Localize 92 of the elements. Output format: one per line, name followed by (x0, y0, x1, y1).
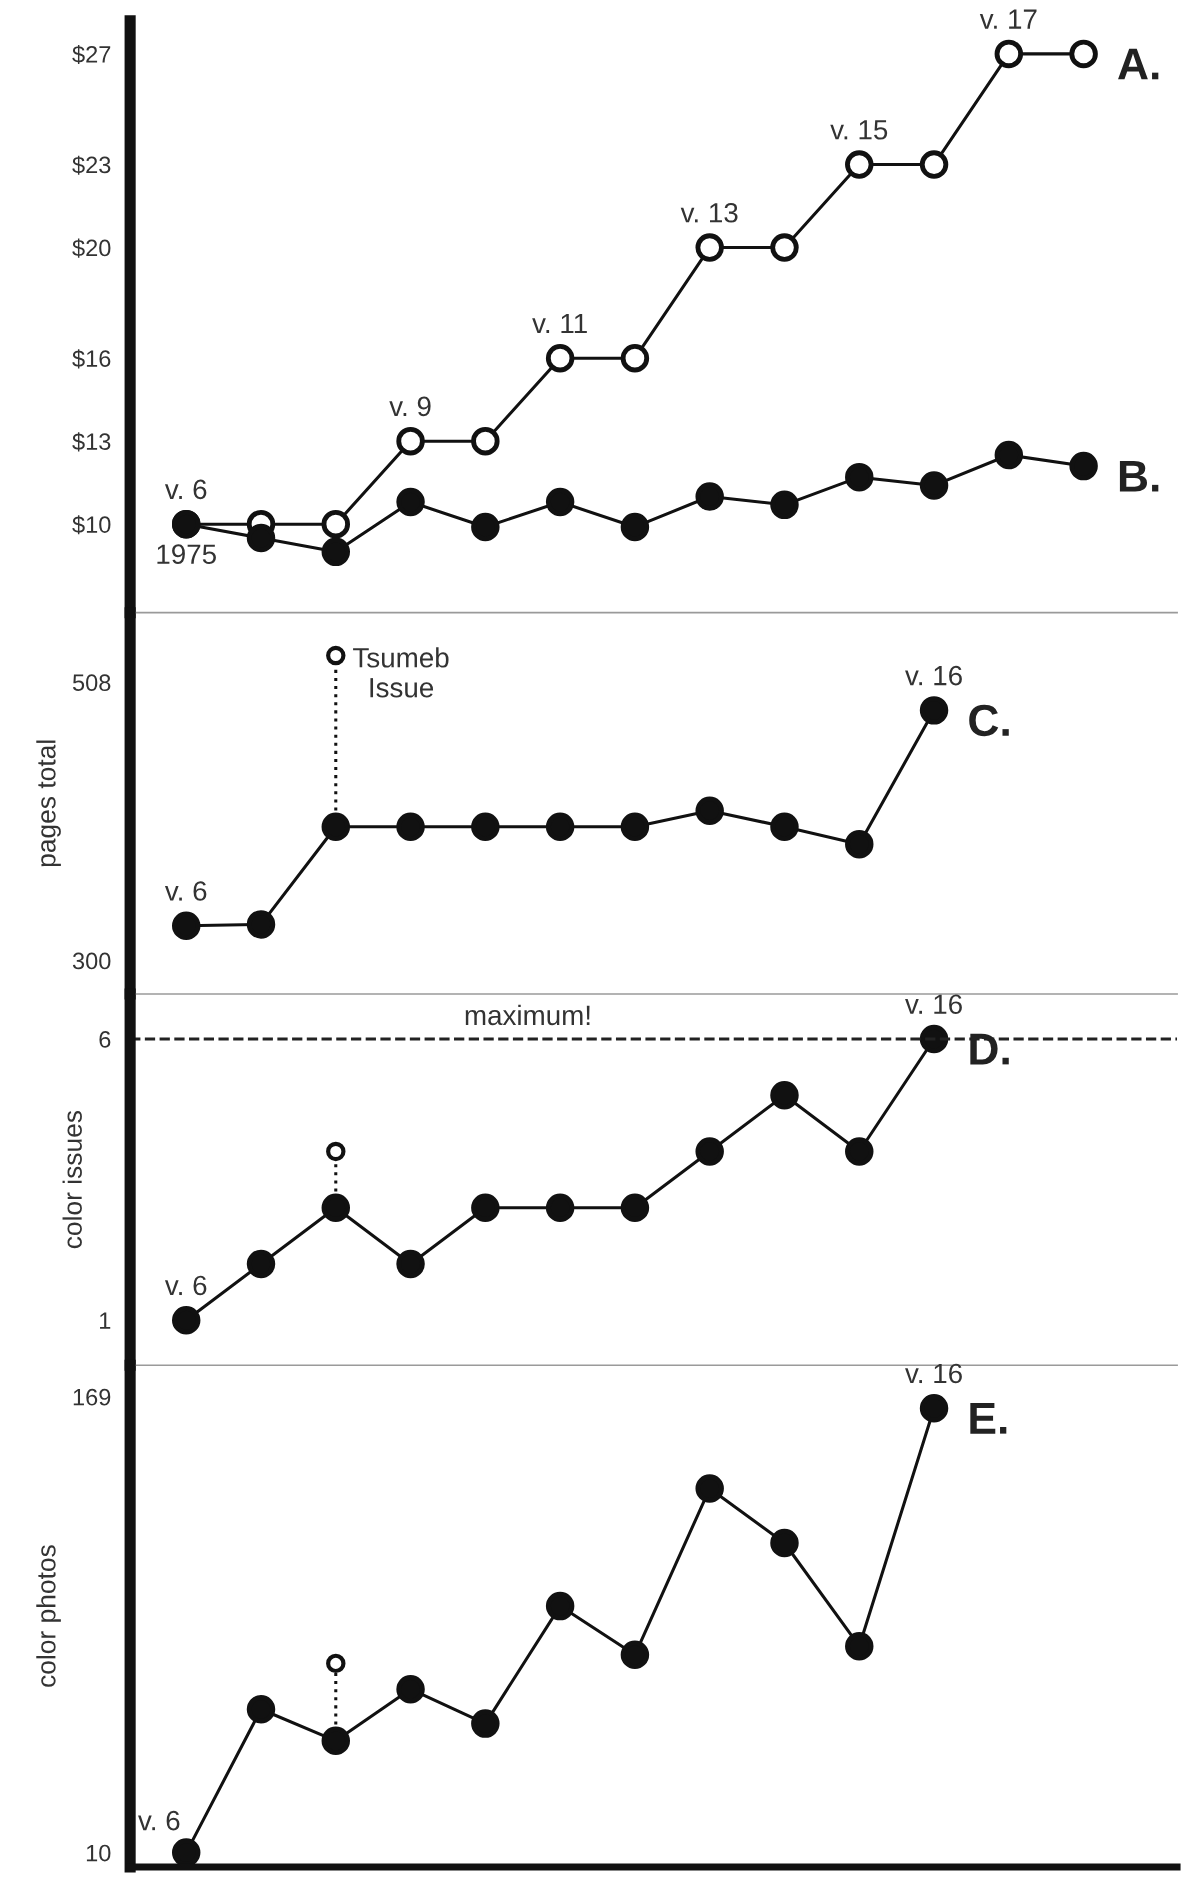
y-tick-label: 169 (73, 1388, 111, 1406)
point (321, 812, 351, 841)
point (326, 1141, 346, 1162)
y-axis-title: color issues (62, 1110, 82, 1249)
point (770, 233, 799, 262)
point (471, 426, 500, 456)
annotation: 1975 (157, 544, 216, 565)
annotation: v. 16 (905, 994, 962, 1015)
series-label: B. (1119, 460, 1159, 492)
point (695, 482, 724, 511)
point (770, 812, 799, 841)
point (919, 150, 949, 179)
point (471, 1709, 500, 1738)
y-tick-label: 508 (72, 674, 111, 692)
annotation: v. 6 (138, 1810, 180, 1831)
point (770, 490, 799, 520)
y-tick-label: $10 (72, 515, 111, 535)
point (620, 812, 650, 841)
point (695, 1474, 724, 1503)
ref-line-label: maximum! (465, 1004, 590, 1026)
point (620, 512, 650, 542)
point (1069, 39, 1098, 69)
series-label: C. (969, 704, 1009, 737)
y-tick-label: $23 (72, 155, 111, 175)
annotation: v. 13 (680, 202, 738, 223)
point (545, 343, 575, 373)
point (326, 1653, 346, 1674)
point (770, 1528, 799, 1558)
y-axis-title: pages total (36, 740, 61, 867)
point (396, 1674, 425, 1704)
point (471, 812, 500, 841)
point (919, 696, 949, 725)
point (396, 426, 425, 456)
point (1069, 451, 1098, 481)
point (171, 1306, 201, 1335)
point (545, 487, 575, 517)
point (845, 462, 874, 492)
point (326, 645, 346, 666)
point (845, 829, 874, 859)
annotation: Tsumeb Issue (353, 647, 449, 698)
point (695, 233, 724, 262)
point (545, 1193, 575, 1222)
point (919, 471, 949, 500)
point (171, 911, 201, 940)
annotation: v. 9 (389, 396, 431, 417)
point (994, 39, 1024, 69)
point (695, 1137, 724, 1166)
point (695, 796, 724, 825)
point (919, 1394, 949, 1423)
point (620, 1193, 650, 1222)
point (845, 150, 874, 179)
y-tick-label: 1 (100, 1312, 111, 1329)
point (246, 523, 276, 553)
point (845, 1137, 874, 1166)
series-label: E. (970, 1403, 1007, 1434)
annotation: v. 17 (979, 9, 1037, 29)
annotation: v. 6 (164, 479, 207, 500)
annotation: v. 11 (532, 313, 587, 333)
point (994, 440, 1024, 470)
annotation: v. 6 (164, 881, 207, 901)
y-tick-label: 6 (99, 1031, 111, 1048)
y-tick-label: $20 (72, 238, 111, 258)
annotation: v. 16 (905, 665, 962, 686)
y-tick-label: $27 (72, 44, 111, 65)
point (321, 1726, 351, 1756)
point (919, 1024, 949, 1054)
point (246, 1249, 276, 1279)
point (246, 910, 276, 939)
series-label: A. (1118, 48, 1159, 80)
point (321, 537, 351, 567)
point (471, 512, 500, 542)
y-axis-title: color photos (36, 1545, 61, 1687)
y-tick-label: $13 (72, 432, 111, 452)
point (620, 343, 650, 373)
y-tick-label: $16 (72, 349, 111, 369)
point (770, 1081, 799, 1110)
annotation: v. 16 (905, 1363, 962, 1384)
point (545, 1591, 575, 1621)
point (246, 1695, 276, 1724)
point (396, 812, 425, 841)
point (396, 1249, 425, 1279)
point (471, 1193, 500, 1222)
point (845, 1631, 874, 1661)
y-tick-label: 10 (86, 1844, 111, 1862)
y-tick-label: 300 (72, 952, 111, 970)
point (321, 1193, 351, 1222)
annotation: v. 15 (830, 120, 888, 140)
point (545, 812, 575, 841)
point (620, 1640, 650, 1670)
point (321, 509, 351, 539)
annotation: v. 6 (164, 1275, 207, 1296)
point (396, 487, 425, 517)
